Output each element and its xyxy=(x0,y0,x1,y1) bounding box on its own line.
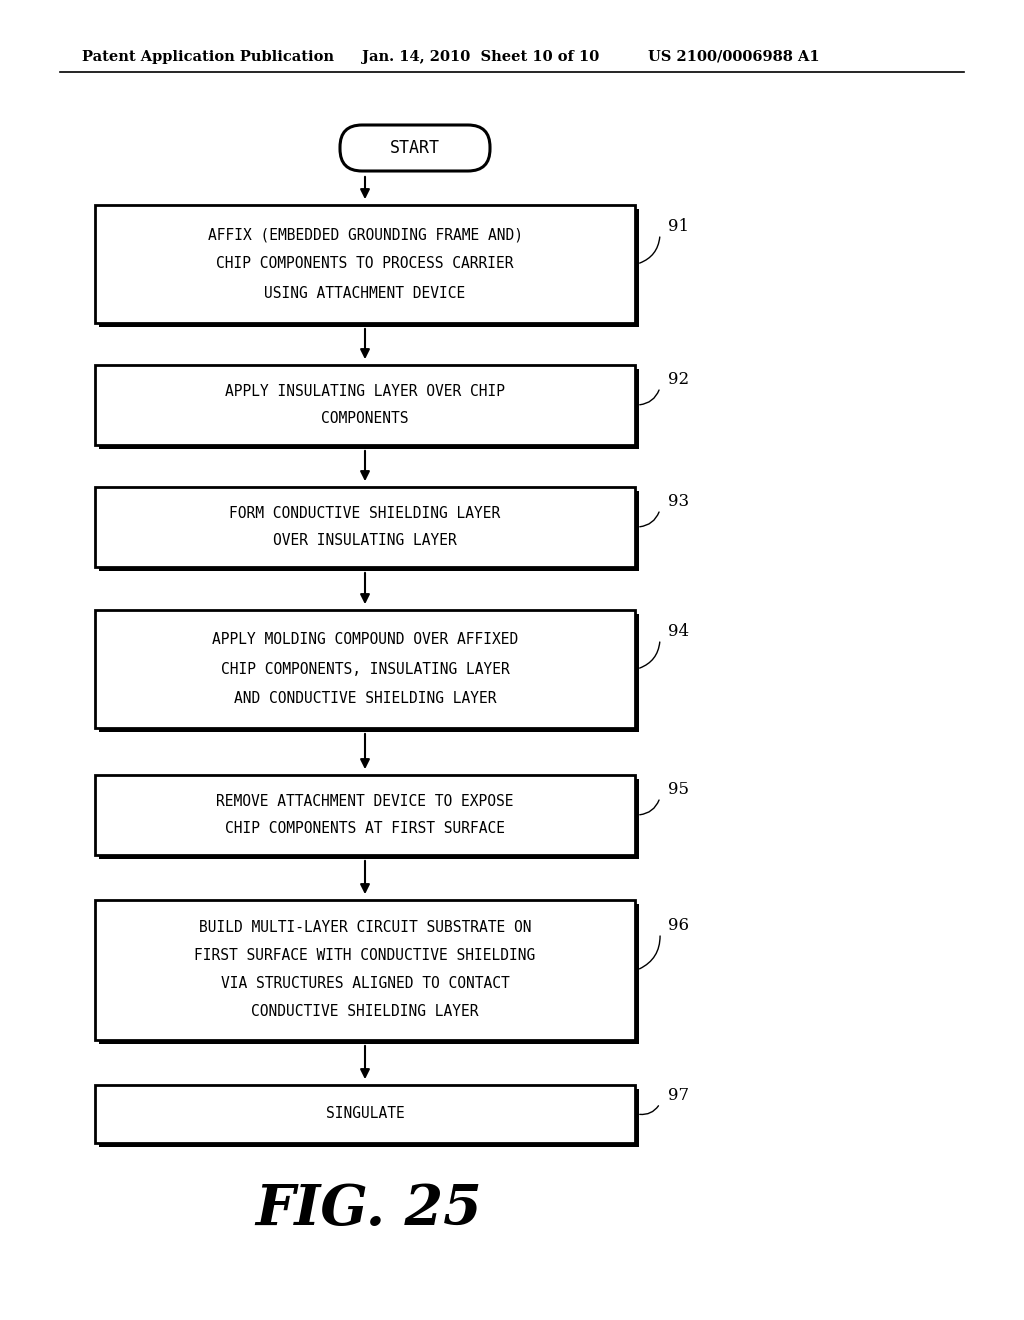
Text: 92: 92 xyxy=(668,371,689,388)
Bar xyxy=(95,1085,635,1143)
Text: Patent Application Publication: Patent Application Publication xyxy=(82,50,334,63)
Text: VIA STRUCTURES ALIGNED TO CONTACT: VIA STRUCTURES ALIGNED TO CONTACT xyxy=(220,977,509,991)
Text: REMOVE ATTACHMENT DEVICE TO EXPOSE: REMOVE ATTACHMENT DEVICE TO EXPOSE xyxy=(216,795,514,809)
Bar xyxy=(95,775,635,855)
Text: CHIP COMPONENTS TO PROCESS CARRIER: CHIP COMPONENTS TO PROCESS CARRIER xyxy=(216,256,514,272)
Bar xyxy=(99,1089,639,1147)
Text: AFFIX (EMBEDDED GROUNDING FRAME AND): AFFIX (EMBEDDED GROUNDING FRAME AND) xyxy=(208,227,522,242)
Text: AND CONDUCTIVE SHIELDING LAYER: AND CONDUCTIVE SHIELDING LAYER xyxy=(233,690,497,706)
Text: BUILD MULTI-LAYER CIRCUIT SUBSTRATE ON: BUILD MULTI-LAYER CIRCUIT SUBSTRATE ON xyxy=(199,920,531,936)
Text: USING ATTACHMENT DEVICE: USING ATTACHMENT DEVICE xyxy=(264,286,466,301)
Text: 93: 93 xyxy=(668,492,689,510)
Text: 94: 94 xyxy=(668,623,689,640)
Bar xyxy=(99,491,639,572)
Bar xyxy=(99,904,639,1044)
Bar xyxy=(95,366,635,445)
Bar xyxy=(99,614,639,733)
Bar xyxy=(99,370,639,449)
Text: CHIP COMPONENTS AT FIRST SURFACE: CHIP COMPONENTS AT FIRST SURFACE xyxy=(225,821,505,836)
Text: OVER INSULATING LAYER: OVER INSULATING LAYER xyxy=(273,533,457,548)
Text: FIG. 25: FIG. 25 xyxy=(255,1183,481,1238)
Text: US 2100/0006988 A1: US 2100/0006988 A1 xyxy=(648,50,819,63)
Text: 91: 91 xyxy=(668,218,689,235)
Bar xyxy=(95,487,635,568)
Text: 95: 95 xyxy=(668,781,689,797)
Text: START: START xyxy=(390,139,440,157)
Text: APPLY MOLDING COMPOUND OVER AFFIXED: APPLY MOLDING COMPOUND OVER AFFIXED xyxy=(212,632,518,647)
Bar xyxy=(99,779,639,859)
Text: 96: 96 xyxy=(668,916,689,933)
Text: APPLY INSULATING LAYER OVER CHIP: APPLY INSULATING LAYER OVER CHIP xyxy=(225,384,505,399)
Bar xyxy=(95,900,635,1040)
Bar xyxy=(99,209,639,327)
Bar xyxy=(95,610,635,729)
Text: COMPONENTS: COMPONENTS xyxy=(322,411,409,426)
Text: FIRST SURFACE WITH CONDUCTIVE SHIELDING: FIRST SURFACE WITH CONDUCTIVE SHIELDING xyxy=(195,949,536,964)
Text: FORM CONDUCTIVE SHIELDING LAYER: FORM CONDUCTIVE SHIELDING LAYER xyxy=(229,506,501,521)
Text: Jan. 14, 2010  Sheet 10 of 10: Jan. 14, 2010 Sheet 10 of 10 xyxy=(362,50,599,63)
Text: 97: 97 xyxy=(668,1086,689,1104)
Text: CONDUCTIVE SHIELDING LAYER: CONDUCTIVE SHIELDING LAYER xyxy=(251,1005,479,1019)
FancyBboxPatch shape xyxy=(340,125,490,172)
Text: SINGULATE: SINGULATE xyxy=(326,1106,404,1122)
Text: CHIP COMPONENTS, INSULATING LAYER: CHIP COMPONENTS, INSULATING LAYER xyxy=(220,661,509,676)
Bar xyxy=(95,205,635,323)
